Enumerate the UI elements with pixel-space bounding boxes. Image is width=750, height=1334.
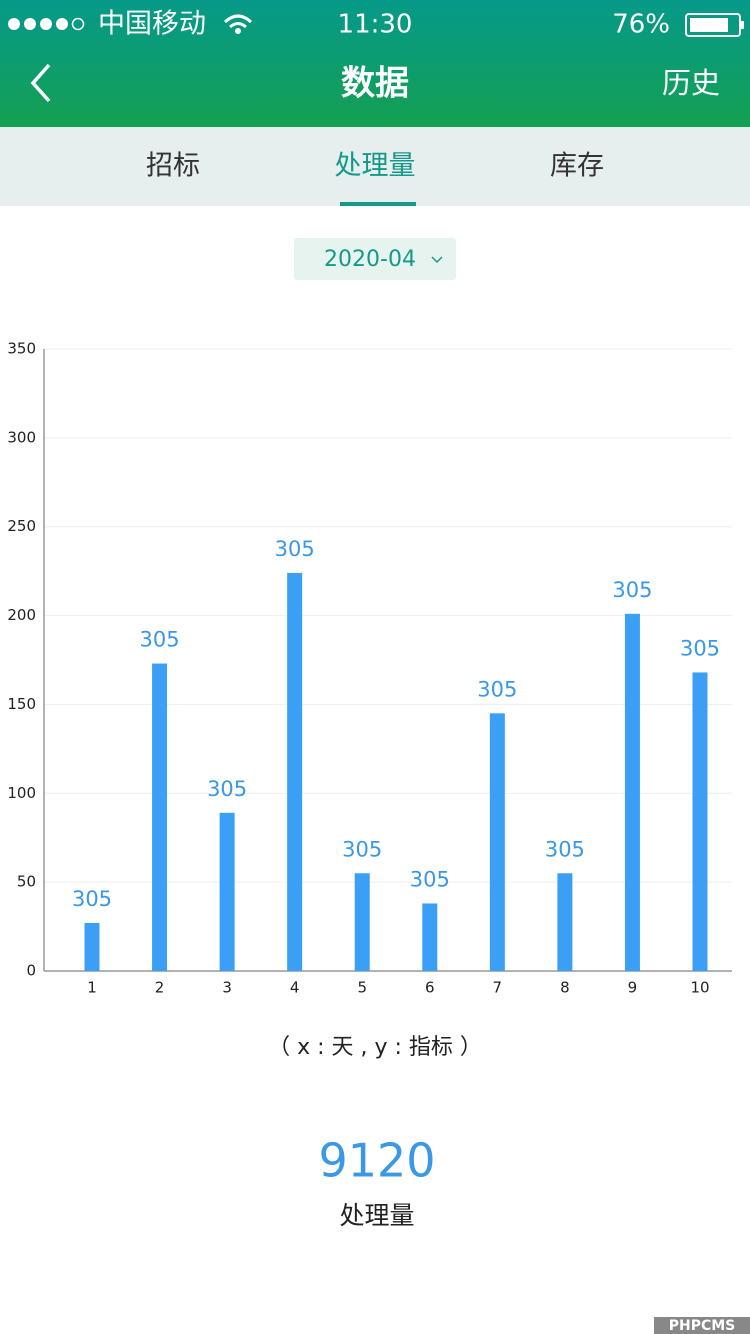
- bar: [84, 923, 100, 971]
- x-tick-label: 3: [222, 979, 232, 997]
- x-tick-label: 10: [690, 979, 709, 997]
- battery-percent: 76%: [612, 10, 670, 40]
- y-tick-label: 100: [7, 784, 36, 802]
- bar-annotation: 305: [410, 867, 450, 891]
- bar-annotation: 305: [612, 578, 652, 602]
- chart: 0 50 100 150 200 250 300 350 1 305 2 305 3 305 4 305 5 30…: [7, 340, 732, 997]
- back-button[interactable]: [30, 63, 51, 103]
- tab-active[interactable]: 处理量: [335, 151, 416, 182]
- y-tick-label: 200: [7, 606, 36, 624]
- bar-annotation: 305: [72, 887, 112, 911]
- bar-annotation: 305: [140, 628, 180, 652]
- date-value: 2020-04: [324, 247, 416, 272]
- wifi-icon: [223, 14, 253, 29]
- battery-tip: [741, 21, 744, 29]
- history-button[interactable]: 历史: [662, 66, 720, 100]
- summary-label: 处理量: [339, 1201, 414, 1230]
- bar: [152, 663, 168, 971]
- bar-annotation: 305: [342, 837, 382, 861]
- bar: [624, 613, 640, 971]
- x-tick-label: 6: [425, 979, 435, 997]
- x-tick-label: 9: [628, 979, 638, 997]
- y-tick-label: 300: [7, 428, 36, 446]
- battery-outline: [685, 13, 741, 37]
- x-tick-label: 5: [357, 979, 367, 997]
- y-tick-label: 150: [7, 695, 36, 713]
- bar: [692, 672, 708, 971]
- y-tick-label: 0: [26, 962, 36, 980]
- y-tick-label: 50: [17, 873, 36, 891]
- x-tick-label: 1: [87, 979, 97, 997]
- bar-annotation: 305: [207, 777, 247, 801]
- summary-value: 9120: [318, 1134, 435, 1188]
- tab[interactable]: 招标: [146, 151, 200, 182]
- date-picker[interactable]: [294, 238, 456, 280]
- header-background: [0, 0, 750, 127]
- bar: [422, 903, 438, 971]
- bar: [219, 812, 235, 971]
- bar-annotation: 305: [477, 677, 517, 701]
- bar: [287, 572, 303, 971]
- clock: 11:30: [338, 10, 413, 40]
- y-tick-label: 350: [7, 340, 36, 358]
- nav-title: 数据: [341, 64, 409, 104]
- bar-annotation: 305: [545, 837, 585, 861]
- x-tick-label: 4: [290, 979, 300, 997]
- bar: [489, 713, 505, 971]
- wifi-dot: [235, 28, 241, 34]
- x-tick-label: 7: [493, 979, 503, 997]
- x-tick-label: 8: [560, 979, 570, 997]
- date-chevron: [431, 256, 443, 264]
- axis-note: （ x : 天 , y : 指标 ）: [268, 1035, 482, 1060]
- watermark-bg: [654, 1317, 750, 1334]
- carrier: 中国移动: [98, 9, 206, 40]
- y-tick-label: 250: [7, 517, 36, 535]
- battery-level: [690, 18, 728, 32]
- bar: [557, 873, 573, 971]
- tab[interactable]: 库存: [550, 151, 604, 182]
- bar-annotation: 305: [680, 636, 720, 660]
- bar: [354, 873, 370, 971]
- bar-annotation: 305: [275, 537, 315, 561]
- signal-indicator: [8, 17, 85, 31]
- tab-bar: [0, 127, 750, 206]
- watermark: PHPCMS: [669, 1318, 736, 1334]
- tab-indicator: [340, 202, 416, 206]
- x-tick-label: 2: [155, 979, 165, 997]
